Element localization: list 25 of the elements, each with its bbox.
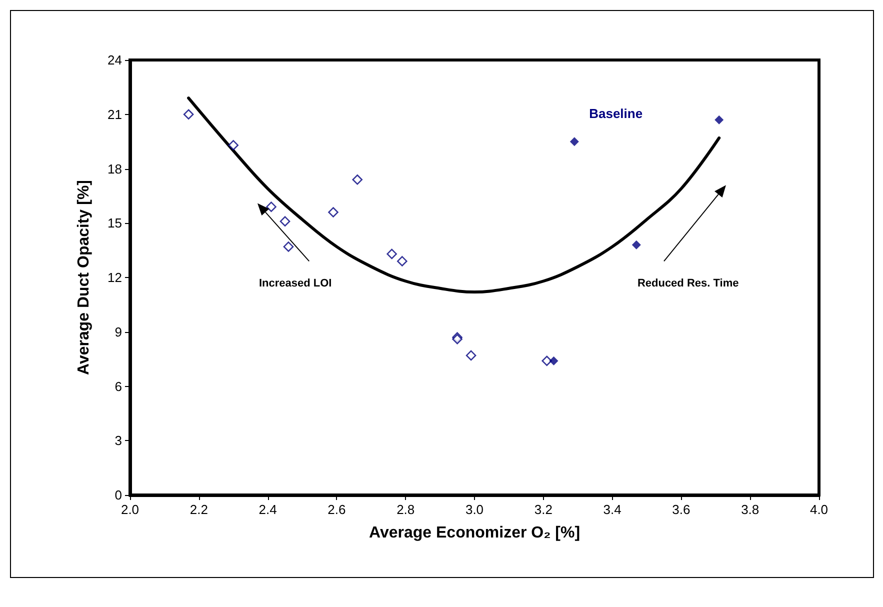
x-tick-label: 4.0 (810, 502, 828, 517)
x-tick-label: 3.8 (741, 502, 760, 517)
x-tick-label: 2.8 (396, 502, 415, 517)
x-tick-label: 2.0 (120, 502, 140, 517)
annotation: Reduced Res. Time (637, 278, 739, 290)
x-tick-label: 3.0 (465, 502, 484, 517)
y-tick-label: 24 (108, 52, 122, 68)
x-tick-label: 3.2 (534, 502, 552, 517)
y-tick-label: 18 (108, 161, 122, 176)
y-tick-label: 15 (108, 216, 122, 231)
y-tick-label: 21 (108, 106, 122, 122)
y-tick-label: 0 (114, 488, 122, 502)
x-tick-label: 2.4 (258, 502, 277, 517)
y-axis-title: Average Duct Opacity [%] (76, 180, 92, 376)
x-tick-label: 2.2 (190, 502, 208, 517)
x-tick-label: 2.6 (328, 502, 346, 517)
x-axis-title: Average Economizer O₂ [%] (368, 524, 580, 542)
x-tick-label: 3.6 (672, 502, 690, 517)
y-tick-label: 12 (108, 270, 122, 285)
y-tick-label: 9 (114, 324, 122, 340)
x-tick-label: 3.4 (603, 502, 622, 517)
series-label: Baseline (589, 106, 643, 121)
y-tick-label: 3 (114, 433, 122, 448)
annotation: Increased LOI (258, 278, 332, 290)
y-tick-label: 6 (114, 378, 122, 394)
